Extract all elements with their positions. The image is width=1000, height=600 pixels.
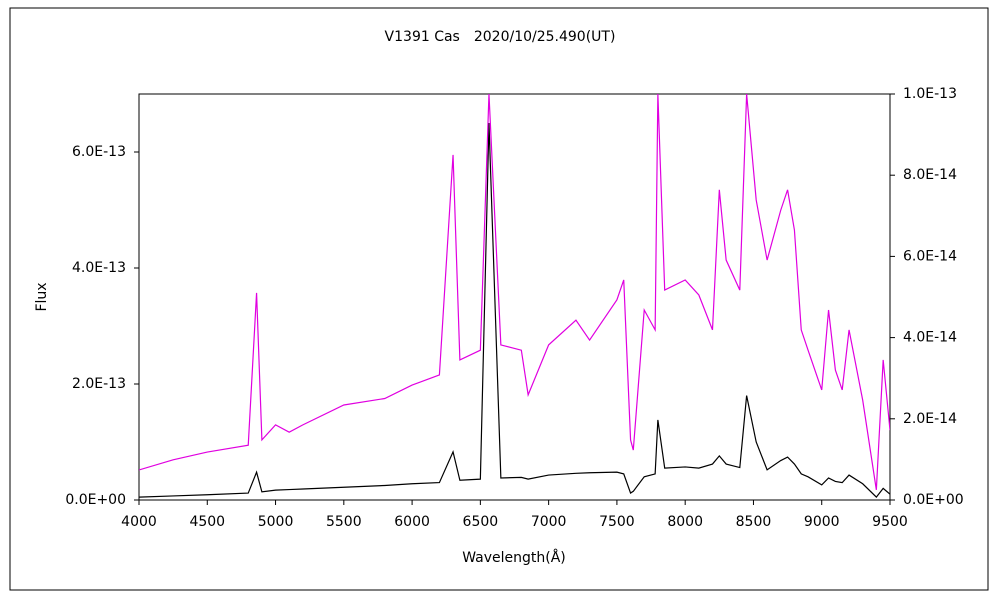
x-tick-label: 6000 <box>394 514 430 530</box>
chart-title: V1391 Cas 2020/10/25.490(UT) <box>385 29 616 45</box>
x-axis-label: Wavelength(Å) <box>462 549 566 566</box>
y2-tick-label: 2.0E-14 <box>903 411 957 427</box>
y-tick-label: 6.0E-13 <box>72 144 126 160</box>
y-axis-label: Flux <box>34 282 50 311</box>
y-tick-label: 2.0E-13 <box>72 376 126 392</box>
y-tick-label: 0.0E+00 <box>65 492 126 508</box>
x-tick-label: 4000 <box>121 514 157 530</box>
x-tick-label: 9000 <box>804 514 840 530</box>
x-tick-label: 9500 <box>872 514 908 530</box>
plot-area <box>138 93 891 501</box>
x-tick-label: 8000 <box>667 514 703 530</box>
y2-tick-label: 6.0E-14 <box>903 248 957 264</box>
lines <box>139 94 890 498</box>
x-tick-label: 8500 <box>736 514 772 530</box>
x-tick-label: 4500 <box>189 514 225 530</box>
x-tick-label: 6500 <box>463 514 499 530</box>
x-tick-label: 5500 <box>326 514 362 530</box>
x-tick-label: 7500 <box>599 514 635 530</box>
y2-tick-label: 0.0E+00 <box>903 492 964 508</box>
spectrum-line <box>139 122 890 498</box>
y2-tick-label: 8.0E-14 <box>903 167 957 183</box>
y2-tick-label: 1.0E-13 <box>903 86 957 102</box>
x-tick-label: 7000 <box>531 514 567 530</box>
y2-tick-label: 4.0E-14 <box>903 330 957 346</box>
spectrum-line <box>139 94 890 490</box>
y-tick-label: 4.0E-13 <box>72 260 126 276</box>
x-tick-label: 5000 <box>258 514 294 530</box>
